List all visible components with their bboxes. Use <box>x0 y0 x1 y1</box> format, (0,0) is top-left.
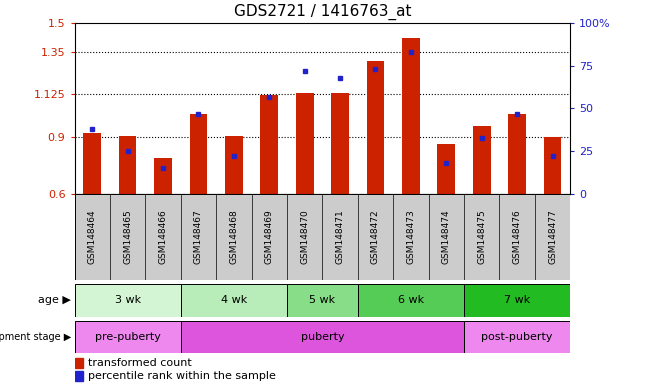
Bar <box>473 126 491 194</box>
Text: pre-puberty: pre-puberty <box>95 332 161 342</box>
Text: GSM148477: GSM148477 <box>548 210 557 265</box>
Bar <box>75 321 181 353</box>
Text: 4 wk: 4 wk <box>221 295 247 306</box>
Text: GSM148468: GSM148468 <box>229 210 238 265</box>
Bar <box>358 284 464 317</box>
Text: 7 wk: 7 wk <box>504 295 530 306</box>
Bar <box>296 93 314 194</box>
Bar <box>181 321 464 353</box>
Text: GSM148470: GSM148470 <box>300 210 309 265</box>
Bar <box>75 284 181 317</box>
Bar <box>260 95 278 194</box>
Text: 6 wk: 6 wk <box>398 295 424 306</box>
Bar <box>544 137 561 194</box>
Text: 3 wk: 3 wk <box>115 295 141 306</box>
Bar <box>225 136 243 194</box>
Text: GSM148474: GSM148474 <box>442 210 451 265</box>
Text: 5 wk: 5 wk <box>309 295 336 306</box>
Bar <box>402 38 420 194</box>
Text: GSM148466: GSM148466 <box>159 210 168 265</box>
Bar <box>75 371 84 381</box>
Text: GSM148476: GSM148476 <box>513 210 522 265</box>
Text: GSM148464: GSM148464 <box>87 210 97 265</box>
Title: GDS2721 / 1416763_at: GDS2721 / 1416763_at <box>234 4 411 20</box>
Bar <box>119 136 137 194</box>
Text: puberty: puberty <box>301 332 344 342</box>
Text: GSM148465: GSM148465 <box>123 210 132 265</box>
Text: GSM148471: GSM148471 <box>336 210 345 265</box>
Bar <box>331 93 349 194</box>
Bar <box>181 284 287 317</box>
Bar <box>464 321 570 353</box>
Text: percentile rank within the sample: percentile rank within the sample <box>88 371 276 381</box>
Bar <box>154 158 172 194</box>
Text: post-puberty: post-puberty <box>481 332 553 342</box>
Text: GSM148473: GSM148473 <box>406 210 415 265</box>
Bar <box>437 144 455 194</box>
Bar <box>464 284 570 317</box>
Bar <box>367 61 384 194</box>
Bar <box>287 284 358 317</box>
Text: age ▶: age ▶ <box>38 295 71 306</box>
Bar <box>75 358 84 368</box>
Bar <box>190 114 207 194</box>
Text: GSM148472: GSM148472 <box>371 210 380 265</box>
Bar <box>84 133 101 194</box>
Text: development stage ▶: development stage ▶ <box>0 332 71 342</box>
Text: GSM148467: GSM148467 <box>194 210 203 265</box>
Text: GSM148475: GSM148475 <box>477 210 486 265</box>
Text: GSM148469: GSM148469 <box>265 210 273 265</box>
Bar <box>508 114 526 194</box>
Text: transformed count: transformed count <box>88 358 192 368</box>
